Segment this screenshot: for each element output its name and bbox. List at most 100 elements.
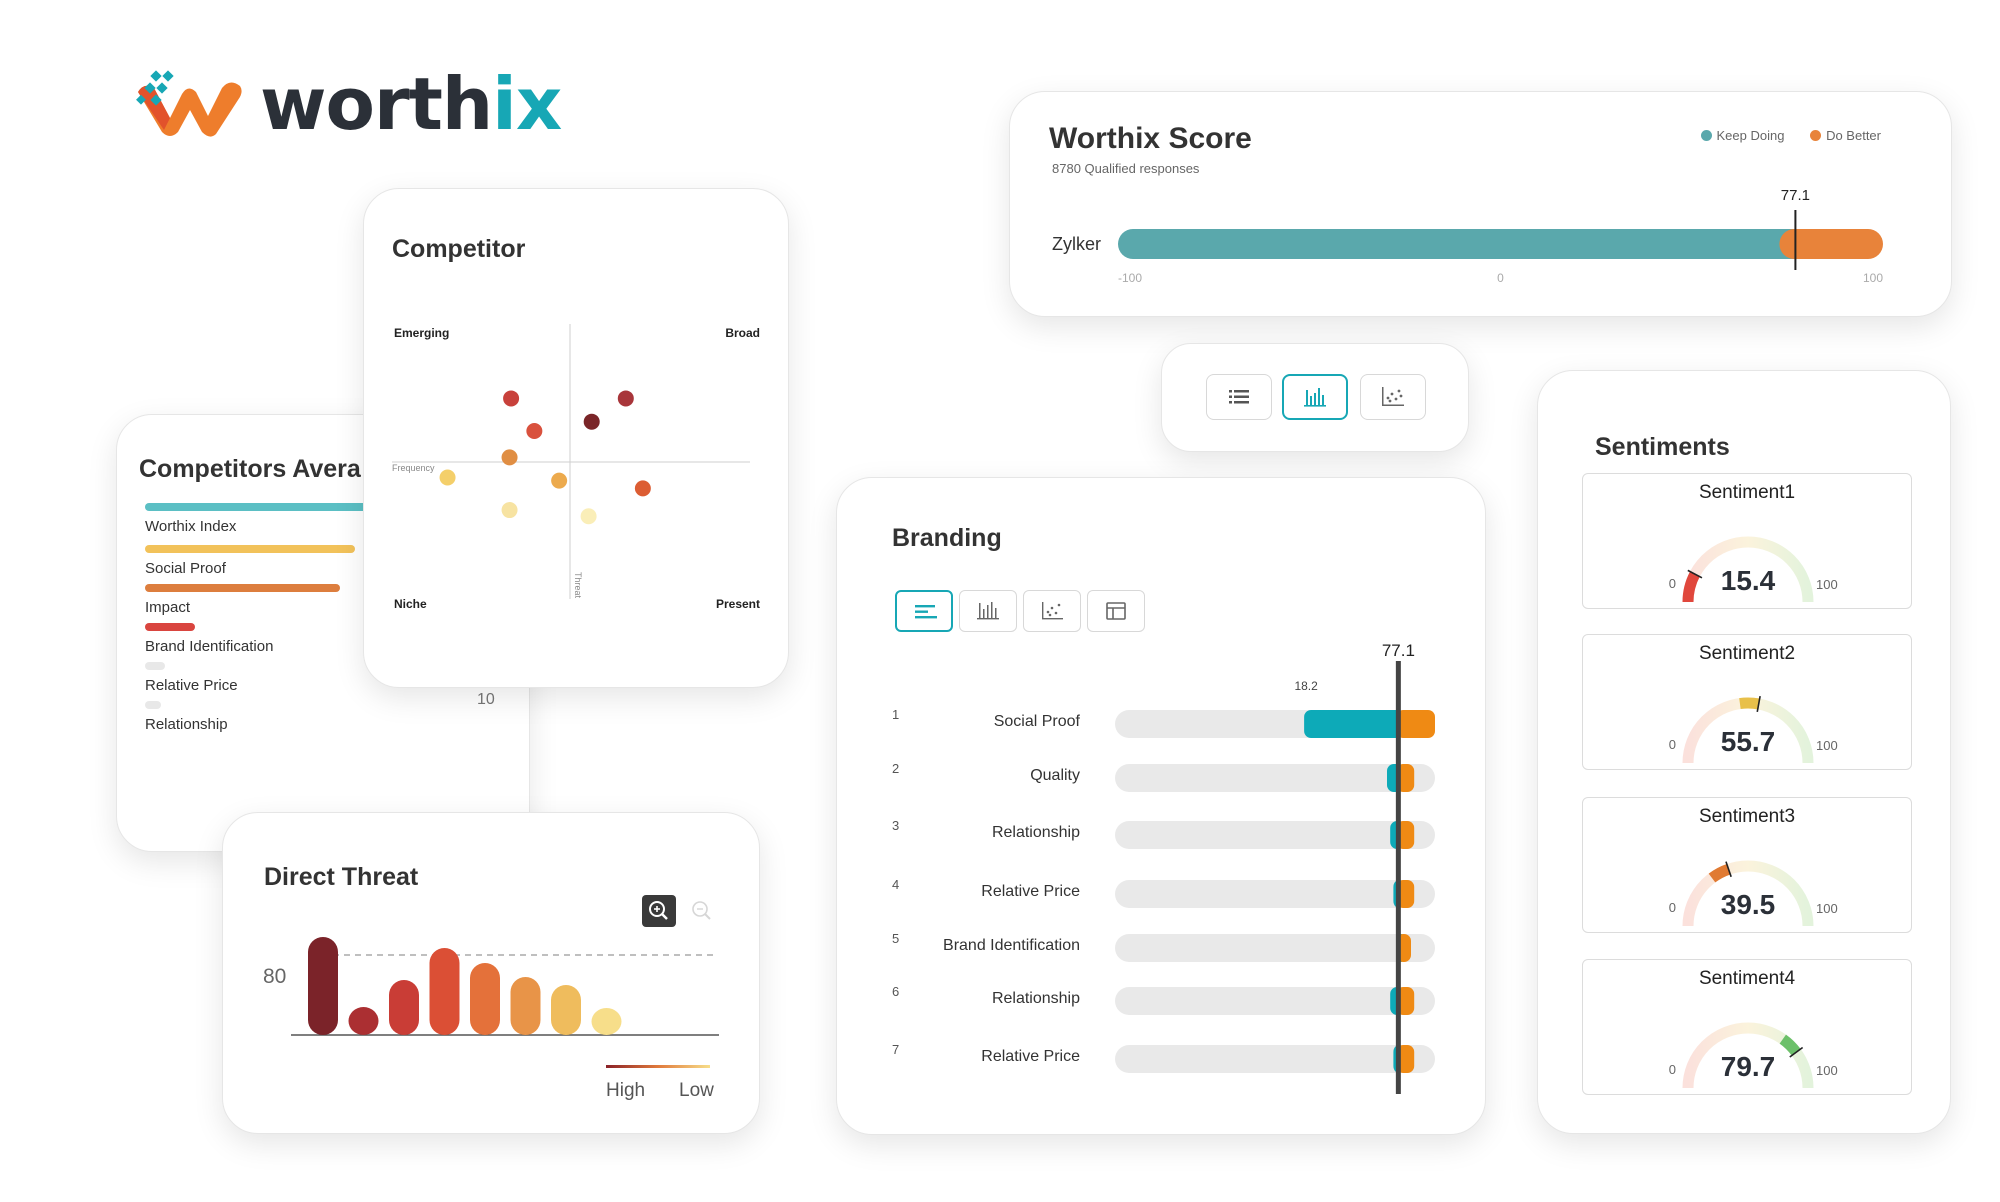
average-row-label: Social Proof [145,560,226,577]
branding-bars [1115,710,1435,1073]
zoom-out-icon [692,901,711,920]
quadrant-broad-label: Broad [725,326,760,340]
branding-row-index: 2 [892,761,900,776]
competitors-average-title: Competitors Avera [139,455,361,483]
zoom-in-button[interactable] [642,895,676,927]
scatter-points [439,390,651,525]
bar-vertical-icon [977,602,999,620]
legend-high-label: High [606,1080,645,1101]
score-legend: Keep Doing Do Better [1700,128,1881,143]
threat-bar[interactable] [429,948,460,1035]
brand-wordmark: worthix [260,62,562,146]
scatter-point[interactable] [583,413,600,430]
worthix-score-title: Worthix Score [1049,122,1252,155]
scatter-point[interactable] [503,390,520,407]
average-row-label: Relative Price [145,677,238,694]
scatter-point[interactable] [617,390,634,407]
tab-table[interactable] [1087,590,1145,632]
gauge-value-arc [1779,1034,1801,1056]
sentiments-card: Sentiments Sentiment1 15.4 0 100 Sentiment2 5… [1537,370,1951,1134]
gauge-value-arc [1682,571,1700,603]
competitor-scatter-plot: Frequency Threat [392,324,750,599]
quadrant-niche-label: Niche [394,597,427,611]
legend-keep-doing: Keep Doing [1700,128,1784,143]
branding-row-label: Brand Identification [943,937,1080,954]
branding-title: Branding [892,524,1002,552]
gauge-min: 0 [1669,737,1676,752]
sentiment-gauge: Sentiment4 79.7 0 100 [1582,959,1912,1095]
qualified-responses-subtitle: 8780 Qualified responses [1052,161,1200,176]
branding-marker-label: 77.1 [1382,641,1415,660]
branding-track [1115,987,1435,1015]
threat-bar[interactable] [348,1007,379,1035]
legend-dot-keep-doing [1700,130,1712,141]
scatter-point[interactable] [526,423,543,439]
brand-wordmark-accent: ix [492,62,562,146]
sentiment-name: Sentiment1 [1698,482,1796,503]
threat-bar[interactable] [510,977,541,1035]
scatter-point[interactable] [634,480,651,497]
chart-type-toolbar [1161,343,1469,452]
tab-scatter[interactable] [1023,590,1081,632]
threat-bar[interactable] [389,980,419,1035]
gauge-value: 55.7 [1721,726,1776,757]
direct-threat-title: Direct Threat [264,863,419,891]
direct-threat-card: Direct Threat 80 High Low [222,812,760,1134]
competitor-card: Competitor Emerging Broad Niche Present … [363,188,789,688]
list-icon [1229,390,1249,404]
branding-row-index: 7 [892,1042,900,1057]
scatter-icon [1042,602,1063,620]
legend-do-better: Do Better [1810,128,1881,143]
scatter-point[interactable] [580,508,597,525]
scatter-x-axis-label: Frequency [392,463,435,473]
branding-row-label: Relative Price [981,1048,1080,1065]
zoom-out-button[interactable] [686,895,718,927]
sentiment-name: Sentiment2 [1698,643,1796,664]
average-bar [145,503,385,511]
branding-row-index: 1 [892,707,900,722]
scatter-point[interactable] [501,502,518,519]
threat-bar[interactable] [470,963,500,1035]
zoom-in-icon [649,901,668,920]
gauge-needle [1789,1046,1804,1058]
scatter-icon [1382,387,1404,406]
branding-row-index: 6 [892,984,900,999]
gauge-max: 100 [1816,901,1838,916]
branding-bar-orange[interactable] [1396,710,1435,738]
average-row-label: Worthix Index [145,518,237,535]
threat-bar[interactable] [308,937,338,1035]
branding-track [1115,880,1435,908]
sentiment-gauge: Sentiment1 15.4 0 100 [1582,473,1912,609]
gauge-svg: 55.7 0 100 [1669,695,1838,764]
worthix-logo-icon [136,70,242,137]
tab-horizontal-bar[interactable] [895,590,953,632]
average-bar [145,701,161,709]
list-view-button[interactable] [1206,374,1272,420]
threat-bar[interactable] [591,1008,622,1035]
branding-row-index: 5 [892,931,900,946]
threat-bar[interactable] [551,985,581,1035]
score-marker-label: 77.1 [1781,187,1810,204]
sentiment-gauge: Sentiment2 55.7 0 100 [1582,634,1912,770]
scatter-point[interactable] [551,472,568,489]
direct-threat-bar-chart: 80 High Low [263,937,719,1101]
reference-value-label: 80 [263,965,286,988]
tab-vertical-bar[interactable] [959,590,1017,632]
gauge-value: 15.4 [1721,565,1776,596]
branding-bar-teal[interactable] [1304,710,1405,738]
scatter-view-button[interactable] [1360,374,1426,420]
gauge-max: 100 [1816,738,1838,753]
gauge-value: 79.7 [1721,1051,1776,1082]
gauge-min: 0 [1669,576,1676,591]
bar-chart-view-button[interactable] [1282,374,1348,420]
average-row-label: Brand Identification [145,638,274,655]
keep-doing-segment [1118,229,1810,259]
branding-card: Branding 1 Social Proof 2 Quality 3 Relations… [836,477,1486,1135]
scatter-point[interactable] [439,469,456,486]
competitor-title: Competitor [392,235,526,263]
gauge-max: 100 [1816,1063,1838,1078]
scatter-point[interactable] [501,449,518,466]
sentiment-name: Sentiment3 [1698,806,1796,827]
worthix-score-bar: 77.1 -100 0 100 [1118,187,1883,285]
axis-label-min: -100 [1118,271,1142,285]
